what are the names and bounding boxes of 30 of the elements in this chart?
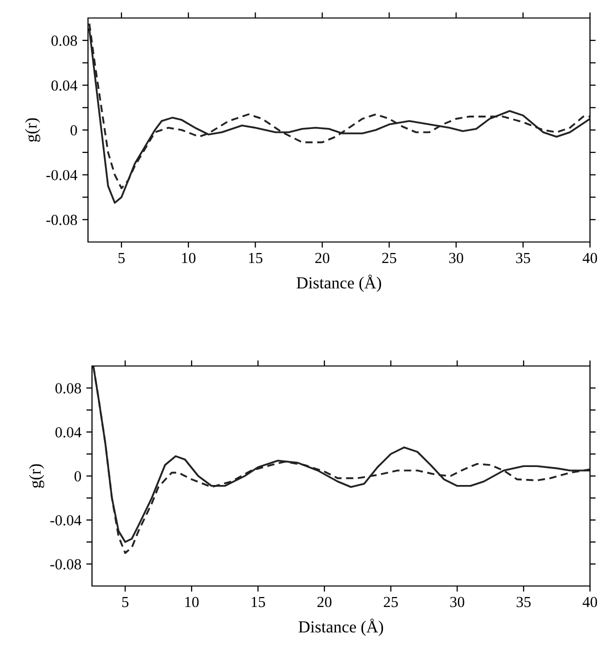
x-tick-label: 35	[516, 252, 530, 264]
y-tick-label: -0.08	[46, 214, 77, 226]
y-tick-label: -0.08	[50, 559, 81, 570]
x-tick-label: 10	[182, 252, 196, 264]
x-tick-label: 25	[382, 252, 396, 264]
x-tick-label: 25	[384, 596, 398, 608]
x-tick-label: 30	[449, 252, 464, 264]
y-tick-label: 0.04	[55, 427, 82, 438]
x-axis-title: Distance (Å)	[296, 274, 382, 292]
x-tick-label: 20	[315, 252, 330, 264]
y-tick-label: 0	[74, 471, 81, 482]
y-tick-label: 0.04	[51, 80, 78, 91]
x-tick-label: 5	[122, 597, 128, 608]
y-tick-label: -0.04	[46, 170, 78, 180]
x-tick-label: 40	[582, 252, 598, 264]
x-tick-label: 40	[582, 596, 598, 608]
x-tick-label: 20	[317, 596, 332, 608]
x-tick-label: 35	[516, 596, 531, 608]
y-tick-label: 0	[70, 125, 77, 136]
x-tick-label: 10	[185, 596, 199, 608]
y-axis-title: g(r)	[25, 118, 40, 142]
y-tick-label: 0.08	[55, 383, 81, 394]
y-axis-title: g(r)	[29, 464, 44, 488]
x-tick-label: 30	[450, 596, 464, 608]
x-tick-label: 15	[252, 596, 266, 608]
y-tick-label: -0.04	[50, 515, 82, 526]
x-axis-title: Distance (Å)	[298, 618, 384, 636]
x-tick-label: 5	[118, 253, 125, 264]
y-tick-label: 0.08	[51, 36, 77, 46]
x-tick-label: 15	[249, 252, 262, 264]
